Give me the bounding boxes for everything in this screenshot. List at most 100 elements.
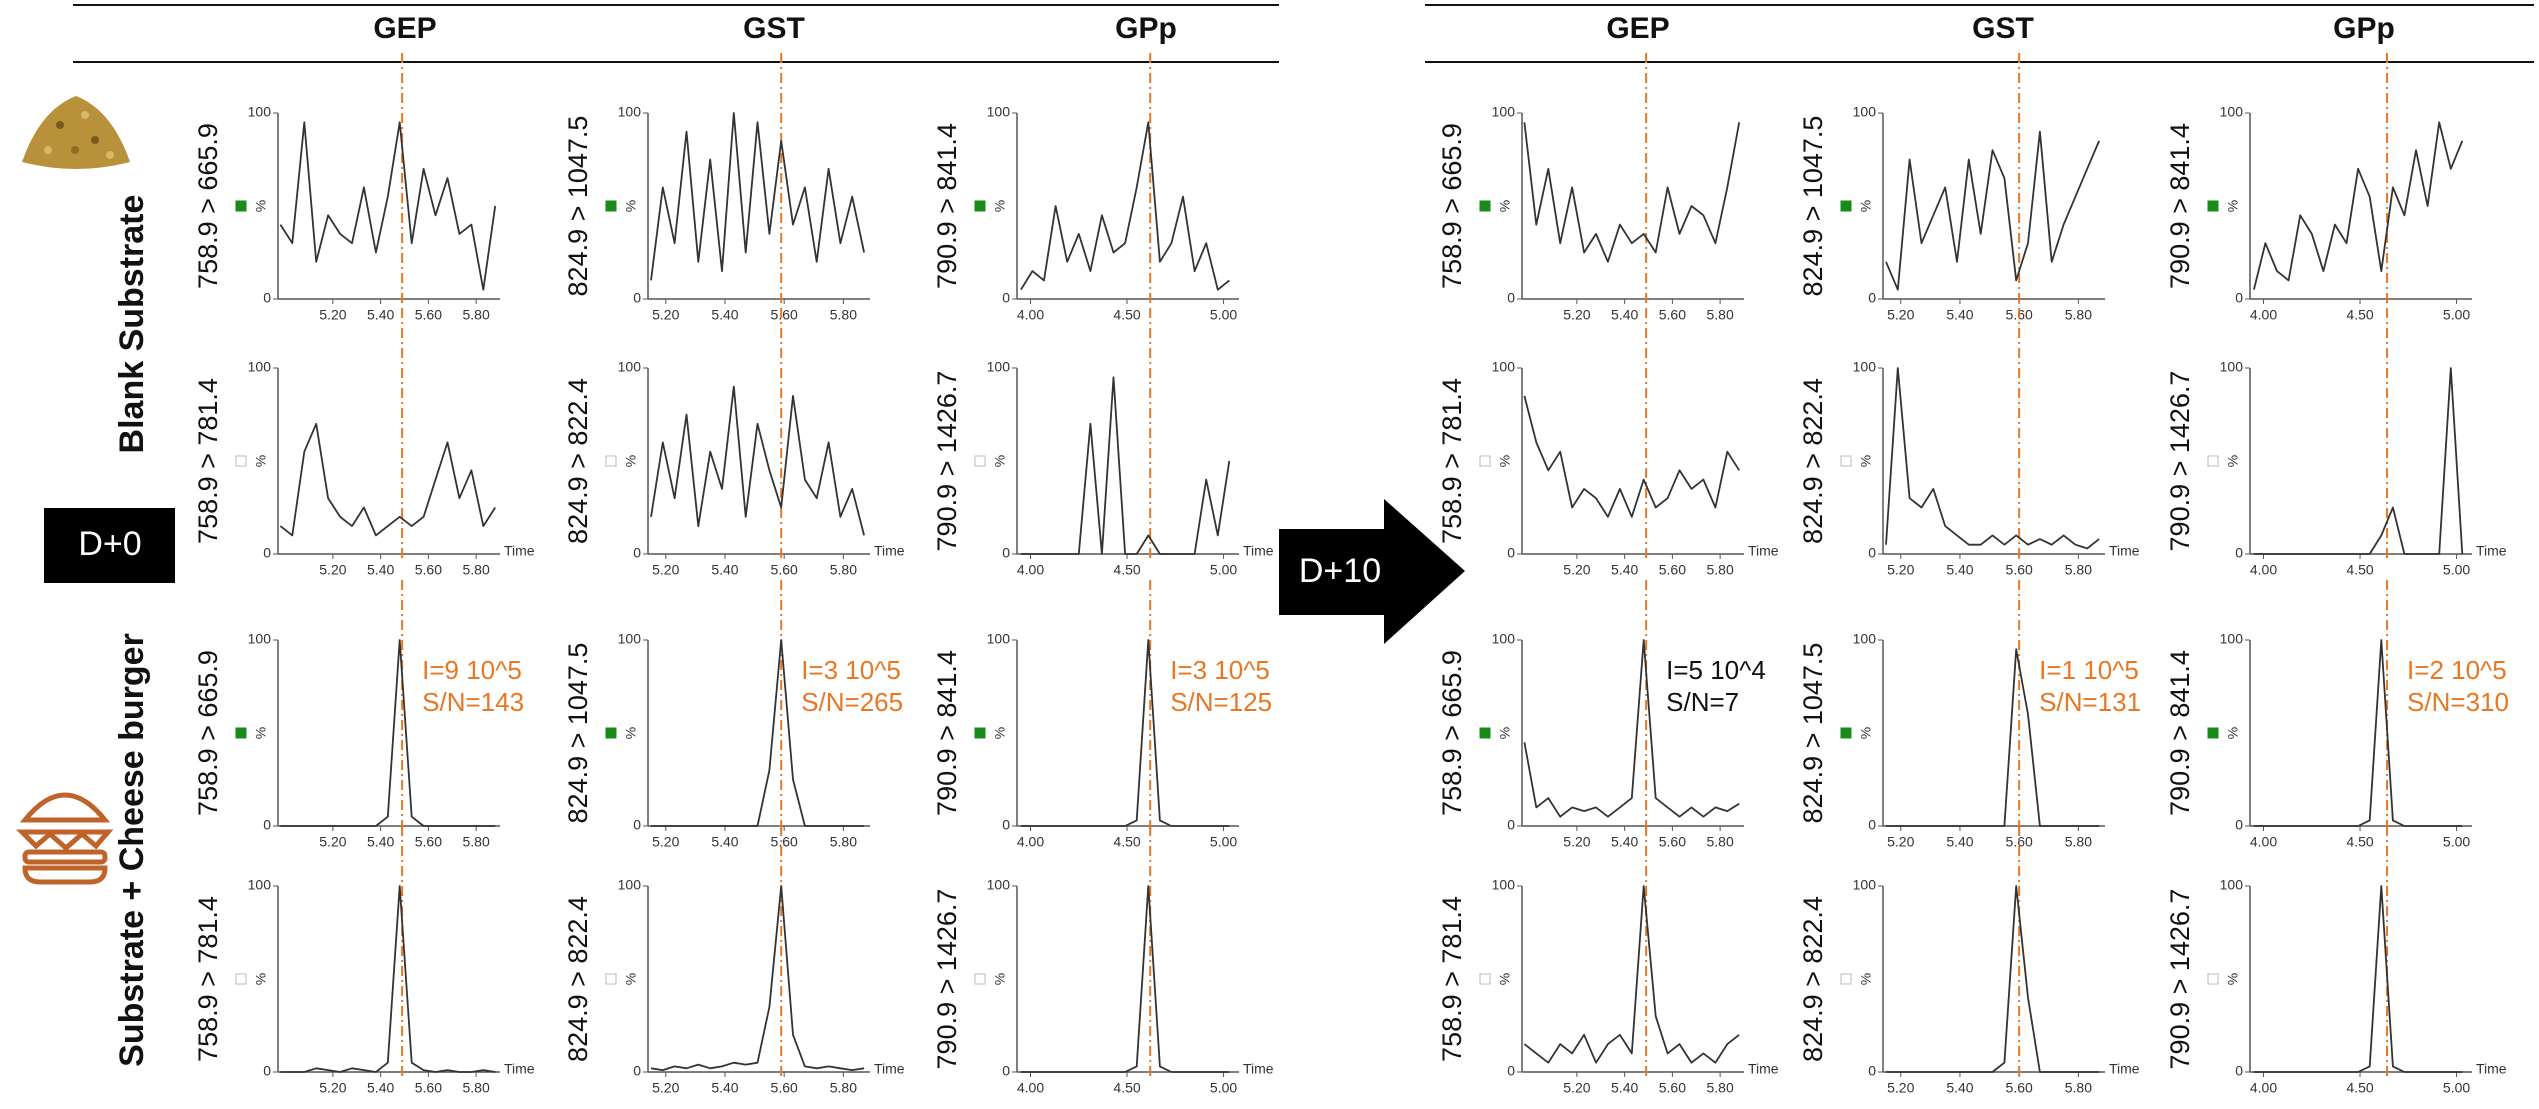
x-tick-label: 5.40 bbox=[367, 1080, 394, 1096]
x-tick-label: 5.80 bbox=[830, 834, 857, 850]
y-tick-label: 0 bbox=[1507, 290, 1515, 306]
x-tick-label: 5.20 bbox=[319, 834, 346, 850]
y-unit: % bbox=[1858, 727, 1874, 739]
x-tick-label: 5.40 bbox=[1946, 834, 1973, 850]
indicator bbox=[235, 727, 247, 739]
x-tick-label: 5.40 bbox=[711, 307, 738, 323]
trace bbox=[1523, 639, 1740, 818]
x-tick-label: 4.50 bbox=[1113, 307, 1140, 323]
x-tick-label: 5.40 bbox=[1946, 307, 1973, 323]
x-tick-label: 5.60 bbox=[771, 1080, 798, 1096]
trace bbox=[2253, 639, 2463, 827]
x-tick-label: 5.40 bbox=[367, 307, 394, 323]
indicator bbox=[1840, 727, 1852, 739]
y-unit: % bbox=[1497, 973, 1513, 985]
y-tick-label: 100 bbox=[1853, 104, 1877, 120]
indicator bbox=[2207, 455, 2219, 467]
transition-label: 790.9 > 841.4 bbox=[2165, 650, 2195, 816]
transition-label: 824.9 > 1047.5 bbox=[563, 116, 593, 297]
y-tick-label: 0 bbox=[1868, 1063, 1876, 1079]
indicator bbox=[605, 973, 617, 985]
indicator bbox=[1479, 973, 1491, 985]
transition-label: 824.9 > 822.4 bbox=[563, 378, 593, 544]
y-tick-label: 100 bbox=[248, 359, 272, 375]
x-tick-label: 5.80 bbox=[463, 1080, 490, 1096]
y-unit: % bbox=[1497, 727, 1513, 739]
y-unit: % bbox=[623, 973, 639, 985]
y-tick-label: 0 bbox=[2235, 817, 2243, 833]
trace bbox=[2253, 367, 2464, 555]
x-tick-label: 5.60 bbox=[1659, 1080, 1686, 1096]
y-unit: % bbox=[1858, 455, 1874, 467]
day-box bbox=[44, 508, 175, 583]
annotation: I=3 10^5 bbox=[1170, 655, 1270, 685]
annotation: I=3 10^5 bbox=[801, 655, 901, 685]
y-tick-label: 0 bbox=[2235, 290, 2243, 306]
x-tick-label: 5.20 bbox=[1887, 834, 1914, 850]
y-unit: % bbox=[2225, 455, 2241, 467]
x-tick-label: 5.80 bbox=[830, 1080, 857, 1096]
trace bbox=[1885, 130, 2100, 291]
transition-label: 758.9 > 781.4 bbox=[193, 378, 223, 544]
x-tick-label: 5.00 bbox=[2443, 562, 2470, 578]
y-tick-label: 0 bbox=[1002, 290, 1010, 306]
transition-label: 758.9 > 781.4 bbox=[193, 896, 223, 1062]
x-tick-label: 5.60 bbox=[415, 562, 442, 578]
transition-label: 758.9 > 665.9 bbox=[193, 650, 223, 816]
annotation: I=5 10^4 bbox=[1666, 655, 1766, 685]
x-tick-label: 5.80 bbox=[1707, 1080, 1734, 1096]
x-tick-label: 5.20 bbox=[652, 1080, 679, 1096]
y-tick-label: 0 bbox=[1507, 1063, 1515, 1079]
transition-label: 824.9 > 1047.5 bbox=[1798, 643, 1828, 824]
y-tick-label: 0 bbox=[1868, 817, 1876, 833]
column-header: GPp bbox=[2333, 12, 2395, 45]
x-tick-label: 5.80 bbox=[2065, 834, 2092, 850]
y-tick-label: 100 bbox=[987, 359, 1011, 375]
y-unit: % bbox=[623, 455, 639, 467]
trace bbox=[279, 422, 496, 537]
annotation: S/N=265 bbox=[801, 687, 903, 717]
transition-label: 790.9 > 1426.7 bbox=[2165, 889, 2195, 1070]
y-tick-label: 0 bbox=[263, 545, 271, 561]
x-tick-label: 4.50 bbox=[2346, 307, 2373, 323]
x-tick-label: 5.00 bbox=[2443, 307, 2470, 323]
x-tick-label: 4.00 bbox=[1017, 562, 1044, 578]
annotation: S/N=125 bbox=[1170, 687, 1272, 717]
day-arrow bbox=[1279, 499, 1465, 644]
x-axis-label: Time bbox=[2476, 1061, 2507, 1077]
trace bbox=[2253, 121, 2464, 290]
y-tick-label: 100 bbox=[1492, 877, 1516, 893]
x-tick-label: 5.40 bbox=[367, 562, 394, 578]
x-axis-label: Time bbox=[2476, 543, 2507, 559]
x-tick-label: 4.50 bbox=[2346, 834, 2373, 850]
y-tick-label: 0 bbox=[1002, 1063, 1010, 1079]
y-tick-label: 100 bbox=[1853, 631, 1877, 647]
y-tick-label: 100 bbox=[248, 104, 272, 120]
x-tick-label: 4.00 bbox=[2250, 562, 2277, 578]
x-tick-label: 5.80 bbox=[830, 307, 857, 323]
transition-label: 758.9 > 665.9 bbox=[1437, 123, 1467, 289]
x-tick-label: 5.80 bbox=[463, 307, 490, 323]
y-tick-label: 100 bbox=[248, 631, 272, 647]
x-tick-label: 4.50 bbox=[2346, 562, 2373, 578]
transition-label: 824.9 > 822.4 bbox=[1798, 378, 1828, 544]
transition-label: 758.9 > 665.9 bbox=[193, 123, 223, 289]
trace bbox=[279, 121, 497, 291]
transition-label: 758.9 > 781.4 bbox=[1437, 896, 1467, 1062]
y-tick-label: 0 bbox=[263, 817, 271, 833]
indicator bbox=[1479, 200, 1491, 212]
column-header: GEP bbox=[373, 12, 436, 45]
x-tick-label: 5.40 bbox=[711, 562, 738, 578]
transition-label: 790.9 > 841.4 bbox=[2165, 123, 2195, 289]
x-tick-label: 5.60 bbox=[1659, 834, 1686, 850]
y-unit: % bbox=[1497, 200, 1513, 212]
x-tick-label: 5.40 bbox=[1611, 834, 1638, 850]
x-tick-label: 5.80 bbox=[1707, 834, 1734, 850]
x-tick-label: 5.60 bbox=[415, 1080, 442, 1096]
trace bbox=[1886, 648, 2100, 827]
y-unit: % bbox=[623, 200, 639, 212]
x-tick-label: 5.80 bbox=[830, 562, 857, 578]
y-tick-label: 0 bbox=[633, 545, 641, 561]
x-tick-label: 5.20 bbox=[1887, 1080, 1914, 1096]
y-unit: % bbox=[1858, 973, 1874, 985]
